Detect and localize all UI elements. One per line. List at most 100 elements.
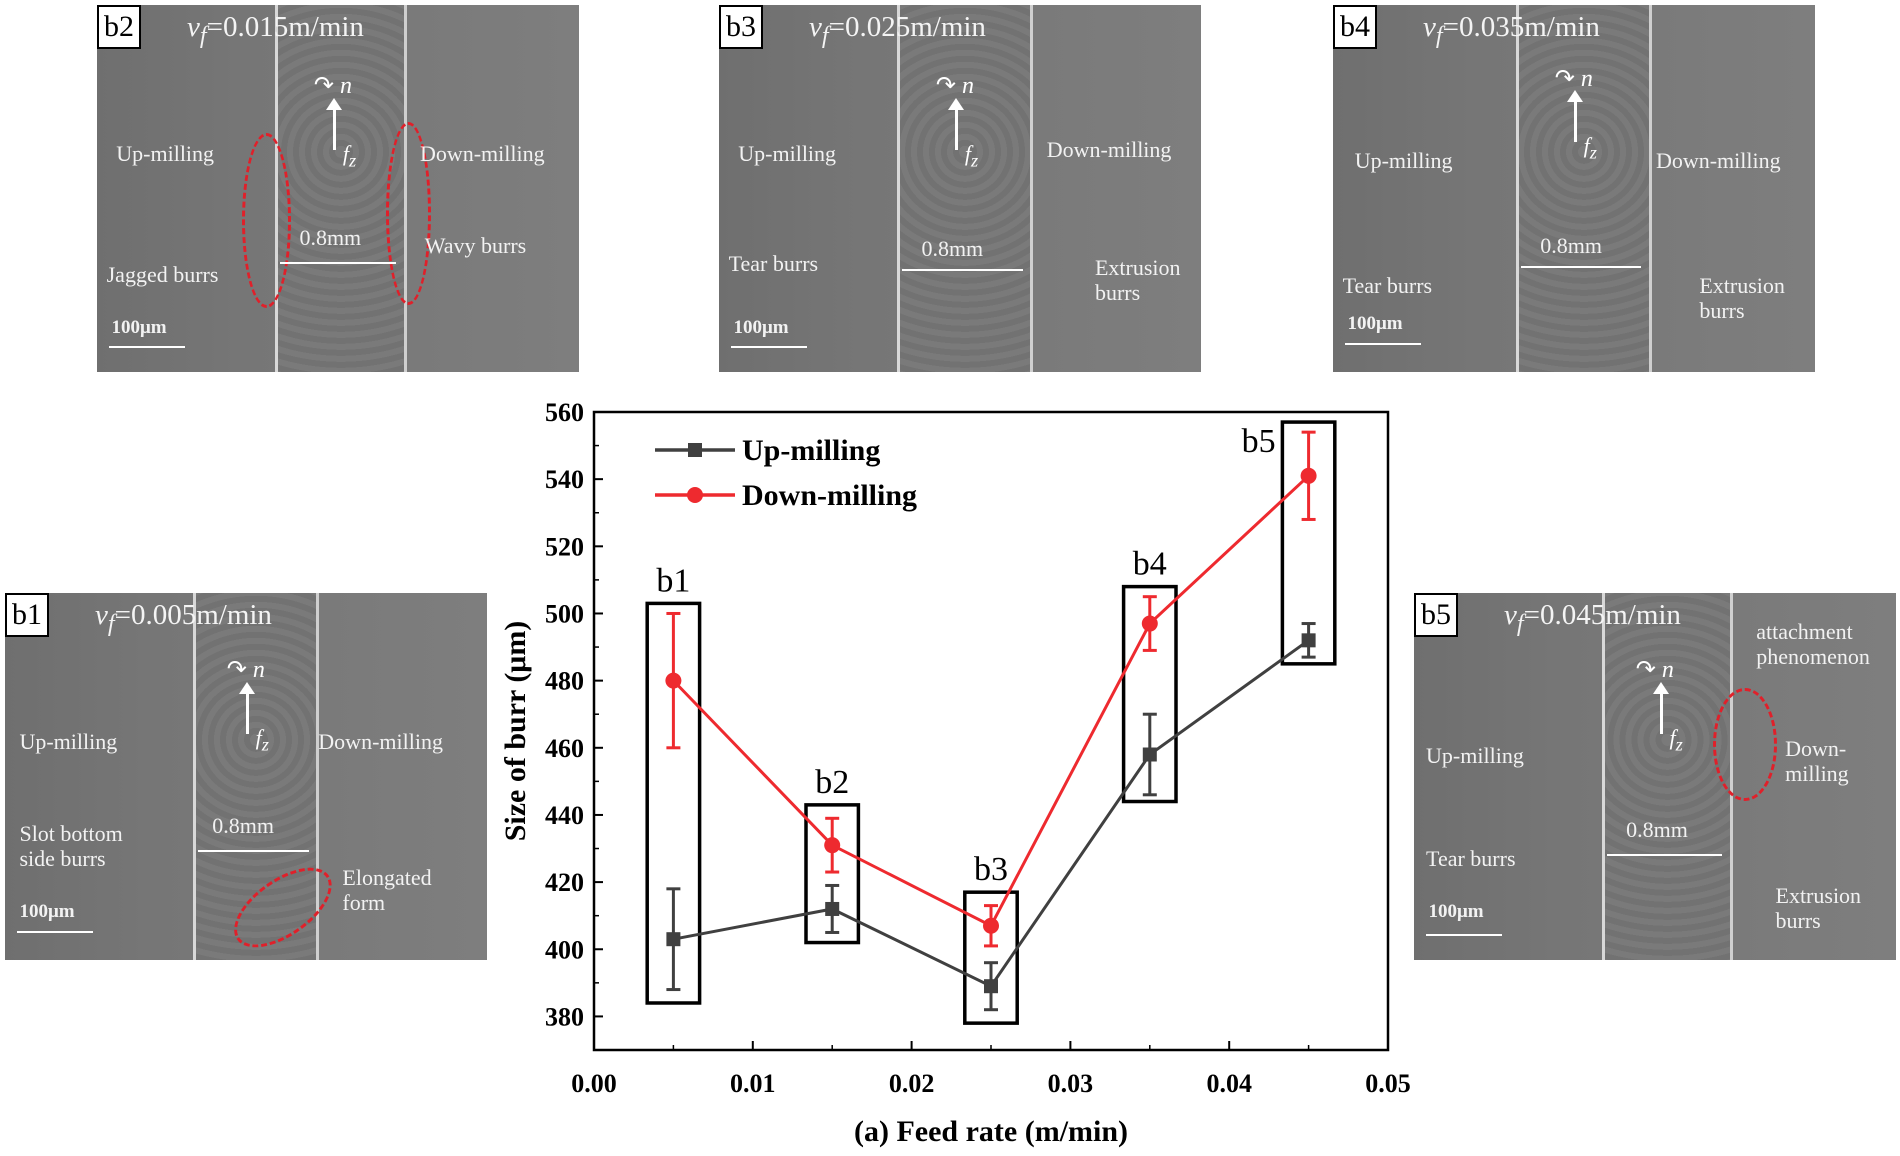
annotation: Jagged burrs (106, 261, 219, 287)
burr-size-chart: 0.00 0.01 0.02 0.03 0.04 0.05 380 400 420 440 460 4… (499, 398, 1411, 1148)
x-tick-label: 0.03 (1048, 1069, 1094, 1098)
sem-image-b3: b3 vf=0.025m/min ↷ n fz Up-milling Down-… (719, 5, 1201, 372)
legend-label: Up-milling (742, 434, 880, 467)
group-box-b2 (804, 803, 861, 945)
up-milling-point (1301, 633, 1316, 648)
highlight-ellipse (386, 122, 431, 305)
group-box-b4 (1121, 584, 1178, 804)
feed-rate-label: vf=0.045m/min (1504, 599, 1681, 637)
panel-tag: b1 (5, 593, 49, 637)
plot-frame (592, 410, 1390, 1052)
up-milling-point (666, 932, 681, 947)
sem-image-b5: b5 vf=0.045m/min ↷ n fz attachment pheno… (1414, 593, 1896, 960)
panel-tag: b4 (1333, 5, 1377, 49)
x-tick-label: 0.00 (571, 1069, 617, 1098)
group-label: b2 (815, 764, 849, 801)
scale-bar (1426, 934, 1503, 937)
down-milling-point (1300, 467, 1317, 484)
y-tick-label: 540 (545, 465, 584, 494)
feed-rate-label: vf=0.005m/min (95, 599, 272, 637)
width-arrow (1606, 853, 1723, 856)
annotation: Elongated form (342, 864, 432, 915)
annotation: attachment phenomenon (1756, 618, 1870, 669)
annotation: Tear burrs (728, 250, 819, 276)
up-milling-point (984, 979, 998, 994)
y-tick-label: 440 (545, 801, 584, 830)
up-milling-label: Up-milling (738, 140, 837, 166)
rotation-icon: ↷ n (1554, 65, 1593, 92)
scale-label: 100μm (1347, 313, 1403, 335)
scale-label: 100μm (733, 316, 789, 338)
y-tick-label: 560 (545, 398, 584, 427)
panel-tag: b5 (1414, 593, 1458, 637)
up-milling-label: Up-milling (116, 140, 215, 166)
down-milling-label: Down-milling (1655, 148, 1781, 174)
width-arrow (197, 849, 309, 852)
group-label: b1 (656, 562, 690, 599)
feed-symbol: fz (1669, 725, 1683, 755)
up-milling-label: Up-milling (19, 728, 118, 754)
width-label: 0.8mm (212, 813, 274, 839)
feed-symbol: fz (342, 140, 357, 171)
down-milling-point (1141, 615, 1158, 632)
width-arrow (1520, 265, 1642, 268)
annotation: Extrusion burrs (1699, 272, 1785, 324)
legend-marker (687, 487, 703, 503)
down-milling-label: Down-milling (318, 728, 443, 754)
down-milling-point (665, 672, 682, 689)
y-tick-label: 480 (545, 667, 584, 696)
panel-tag: b3 (719, 5, 763, 49)
highlight-ellipse (241, 133, 291, 309)
feed-symbol: fz (255, 725, 269, 755)
down-milling-label: Down- milling (1785, 736, 1849, 787)
feed-arrow-icon (1567, 90, 1583, 143)
y-tick-label: 400 (545, 935, 584, 964)
slot (897, 5, 1034, 372)
feed-rate-label: vf=0.035m/min (1423, 11, 1600, 49)
feed-arrow-icon (1652, 682, 1669, 735)
legend-label: Down-milling (742, 479, 917, 512)
slot (192, 593, 320, 960)
annotation: Wavy burrs (424, 232, 527, 258)
group-box-b5 (1280, 420, 1337, 666)
scale-label: 100μm (19, 901, 75, 923)
rotation-icon: ↷ n (226, 657, 265, 684)
scale-bar (731, 346, 808, 349)
x-tick-label: 0.05 (1365, 1069, 1411, 1098)
feed-symbol: fz (1583, 133, 1597, 163)
group-label: b5 (1242, 423, 1276, 460)
annotation: Tear burrs (1342, 272, 1433, 298)
width-label: 0.8mm (1626, 816, 1688, 842)
slot (1516, 5, 1653, 372)
width-arrow (280, 261, 396, 264)
annotation: Tear burrs (1426, 846, 1516, 872)
feed-arrow-icon (326, 97, 343, 150)
y-tick-label: 520 (545, 532, 584, 561)
x-tick-label: 0.04 (1206, 1069, 1252, 1098)
annotation: Slot bottom side burrs (19, 820, 123, 871)
panel-tag: b2 (97, 5, 141, 49)
group-box-b1 (645, 601, 702, 1005)
scale-label: 100μm (111, 316, 167, 338)
width-arrow (902, 269, 1023, 272)
scale-bar (109, 346, 186, 349)
width-label: 0.8mm (921, 236, 984, 262)
rotation-icon: ↷ n (935, 73, 974, 100)
feed-rate-label: vf=0.025m/min (809, 11, 986, 49)
up-milling-point (1142, 747, 1157, 762)
up-milling-label: Up-milling (1426, 743, 1524, 769)
feed-arrow-icon (239, 682, 255, 735)
down-milling-label: Down-milling (419, 140, 545, 166)
feed-rate-label: vf=0.015m/min (187, 11, 364, 49)
y-tick-label: 420 (545, 868, 584, 897)
group-label: b4 (1133, 546, 1167, 583)
legend-marker (688, 443, 702, 457)
down-milling-point (824, 837, 841, 854)
group-label: b3 (974, 851, 1008, 888)
highlight-ellipse (1712, 688, 1777, 801)
scale-bar (17, 930, 94, 933)
scale-bar (1345, 342, 1422, 345)
annotation: Extrusion burrs (1775, 882, 1862, 934)
rotation-icon: ↷ n (1635, 657, 1674, 684)
